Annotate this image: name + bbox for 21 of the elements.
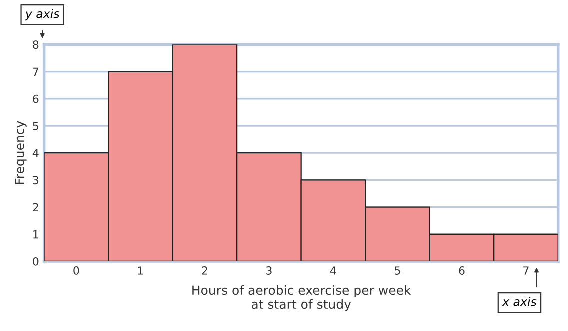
x-tick-label: 6 xyxy=(459,266,465,275)
x-tick-label: 0 xyxy=(74,266,80,275)
x-tick-label: 5 xyxy=(395,266,400,275)
x-tick-label: 1 xyxy=(138,266,144,275)
text: y axis xyxy=(25,9,60,21)
y-tick-label: 7 xyxy=(33,68,38,76)
x-tick-label: 7 xyxy=(524,266,529,275)
y-tick-label: 0 xyxy=(33,257,39,266)
text: x axis xyxy=(502,297,537,306)
x-tick-label: 4 xyxy=(330,266,336,275)
y-tick-label: 3 xyxy=(33,176,39,185)
x-tick-label: 2 xyxy=(202,266,208,275)
y-tick-label: 8 xyxy=(33,40,39,50)
y-tick-label: 4 xyxy=(32,149,39,158)
y-axis-title: Frequency xyxy=(15,121,27,184)
y-tick-label: 5 xyxy=(33,122,38,130)
y-tick-label: 1 xyxy=(34,230,38,239)
y-tick-label: 2 xyxy=(33,203,38,212)
x-tick-label: 3 xyxy=(266,266,272,275)
y-tick-label: 6 xyxy=(33,94,39,104)
x-axis-title: Hours of aerobic exercise per week at start of study xyxy=(192,285,412,312)
